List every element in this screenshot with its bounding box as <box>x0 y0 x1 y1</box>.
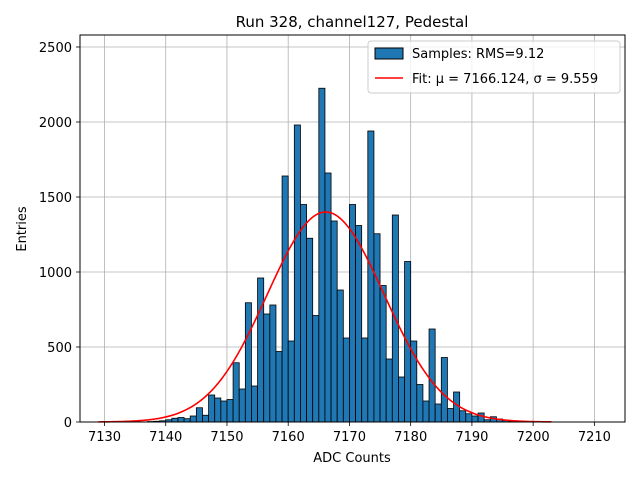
histogram-bar <box>355 225 363 423</box>
x-tick-label: 7190 <box>455 430 488 445</box>
x-tick-label: 7210 <box>578 430 611 445</box>
x-axis-label: ADC Counts <box>313 451 391 466</box>
histogram-bar <box>220 400 228 423</box>
histogram-bar <box>238 388 246 423</box>
y-tick-label: 1000 <box>39 266 72 281</box>
histogram-bar <box>373 233 381 423</box>
fit-curve <box>98 211 552 423</box>
plot-frame <box>79 34 626 423</box>
x-tick-label: 7160 <box>272 430 305 445</box>
y-tick-label: 0 <box>64 416 72 431</box>
histogram-bar <box>434 403 442 423</box>
histogram-bar <box>251 385 258 423</box>
histogram-bar <box>330 220 338 423</box>
histogram-bar <box>422 400 430 423</box>
histogram-bar <box>447 408 454 423</box>
legend: Samples: RMS=9.12 Fit: μ = 7166.124, σ =… <box>367 40 621 94</box>
y-tick-label: 2000 <box>39 116 72 131</box>
histogram-bar <box>269 304 277 423</box>
y-tick-label: 1500 <box>39 191 72 206</box>
histogram-bar <box>465 413 473 423</box>
histogram-bar <box>385 358 393 423</box>
y-tick-label: 500 <box>47 341 72 356</box>
histogram-bar <box>336 289 344 423</box>
histogram-bar <box>208 394 216 423</box>
histogram-bar <box>226 399 234 423</box>
histogram-bar <box>287 340 295 423</box>
histogram-bar <box>367 130 375 423</box>
histogram-bar <box>275 351 283 423</box>
histogram-bar <box>416 384 424 423</box>
histogram-bar <box>263 313 271 423</box>
histogram-bar <box>214 397 222 423</box>
legend-box <box>367 40 621 94</box>
histogram-bar <box>171 417 179 423</box>
histogram-bar <box>342 337 350 423</box>
histogram-bar <box>300 204 307 423</box>
legend-label-samples: Samples: RMS=9.12 <box>412 47 544 62</box>
x-tick-label: 7180 <box>394 430 427 445</box>
y-tick-label: 2500 <box>39 41 72 56</box>
histogram-bar <box>244 302 252 423</box>
x-tick-label: 7140 <box>149 430 182 445</box>
histogram-bar <box>202 414 209 423</box>
histogram-bar <box>177 417 185 423</box>
legend-label-fit: Fit: μ = 7166.124, σ = 9.559 <box>412 72 598 87</box>
histogram-bar <box>281 175 289 423</box>
histogram-bar <box>361 337 369 423</box>
histogram-bar <box>318 87 326 423</box>
y-axis-label: Entries <box>15 206 30 252</box>
histogram-bar <box>232 362 240 423</box>
x-tick-label: 7130 <box>88 430 121 445</box>
x-tick-label: 7150 <box>210 430 243 445</box>
histogram-bar <box>428 328 436 423</box>
histogram-bar <box>440 357 448 423</box>
x-tick-label: 7170 <box>333 430 366 445</box>
histogram-bar <box>257 277 265 423</box>
histogram-bar <box>471 415 479 423</box>
x-tick-label: 7200 <box>517 430 550 445</box>
histogram-bar <box>195 407 203 423</box>
histogram-bar <box>293 124 301 423</box>
histogram-bar <box>306 237 314 423</box>
histogram-bar <box>398 376 405 423</box>
histogram-bar <box>324 172 332 423</box>
x-axis-ticks: 7130 7140 7150 7160 7170 7180 7190 7200 7210 <box>88 422 611 445</box>
chart-title: Run 328, channel127, Pedestal <box>236 13 469 31</box>
histogram-bars <box>146 87 516 423</box>
histogram-bar <box>459 410 467 423</box>
legend-swatch-samples <box>374 47 404 60</box>
histogram-bar <box>379 285 387 423</box>
y-axis-ticks: 0 500 1000 1500 2000 2500 <box>39 41 80 431</box>
histogram-bar <box>189 415 197 423</box>
histogram-bar <box>312 315 320 423</box>
